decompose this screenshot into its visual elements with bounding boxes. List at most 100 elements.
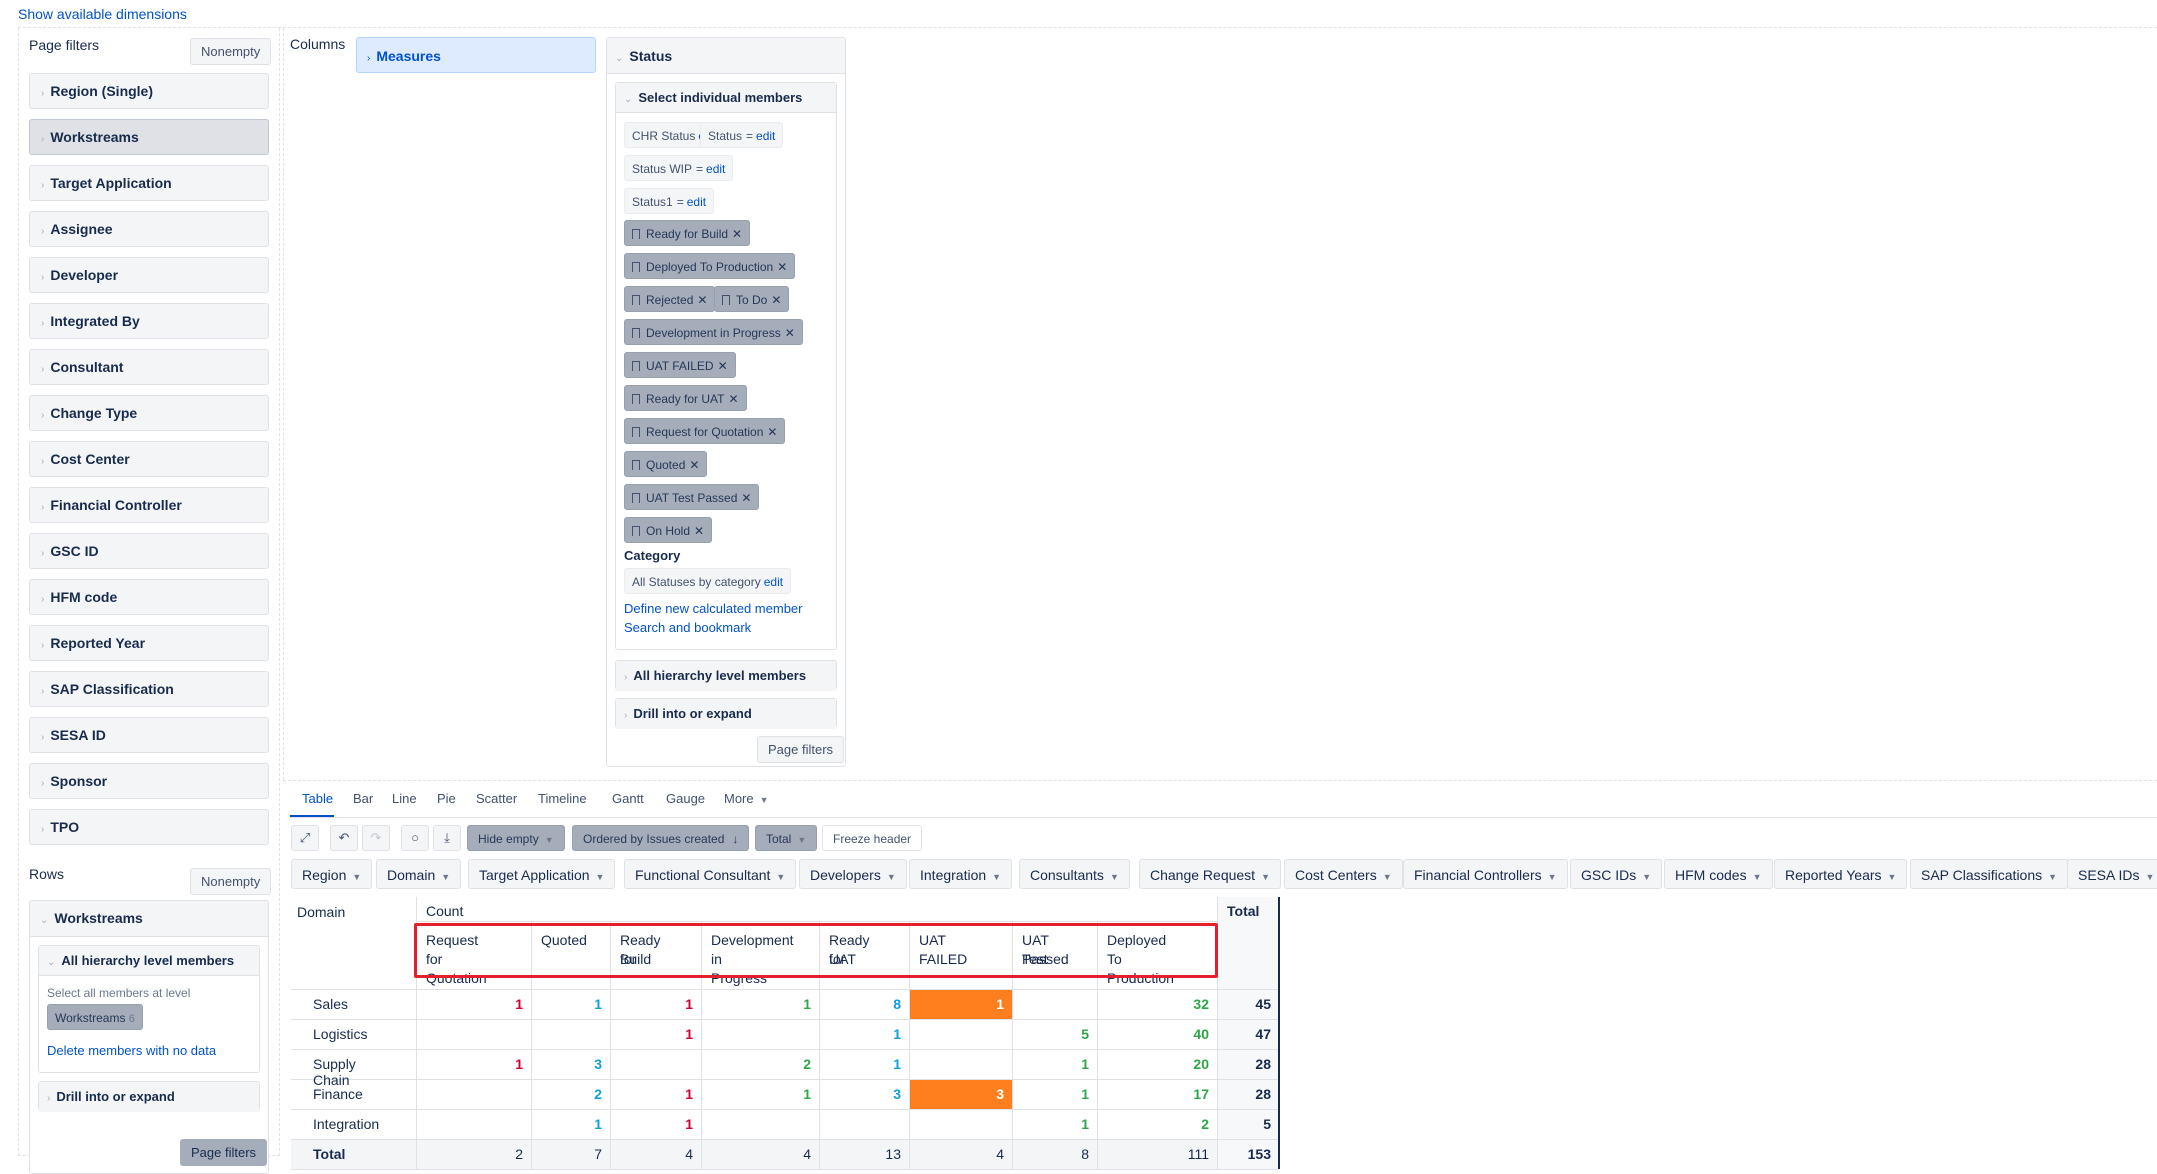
- close-icon[interactable]: ✕: [777, 260, 788, 274]
- page-filter-item[interactable]: › Integrated By: [29, 303, 269, 339]
- close-icon[interactable]: ✕: [771, 293, 782, 307]
- status-member-tag[interactable]: UAT Test Passed ✕: [624, 484, 760, 510]
- column-header-line2[interactable]: Build: [620, 951, 652, 967]
- table-cell-value[interactable]: 2: [1201, 1116, 1209, 1132]
- table-cell-value[interactable]: 20: [1193, 1056, 1209, 1072]
- define-calculated-member-link[interactable]: Define new calculated member: [624, 601, 803, 616]
- calculated-member-tag[interactable]: CHR Statusedit: [624, 122, 726, 148]
- status-member-tag[interactable]: UAT FAILED ✕: [624, 352, 736, 378]
- table-cell-value[interactable]: 1: [996, 996, 1004, 1012]
- table-cell-value[interactable]: 17: [1193, 1086, 1209, 1102]
- status-header[interactable]: ⌄ Status: [607, 38, 845, 74]
- measures-dimension[interactable]: › Measures: [356, 37, 596, 73]
- status-hierarchy-box[interactable]: › All hierarchy level members: [615, 660, 837, 691]
- column-header-line2[interactable]: UAT: [829, 951, 856, 967]
- dimension-dropdown[interactable]: SESA IDs ▼: [2067, 859, 2157, 889]
- level-tag[interactable]: Workstreams 6: [47, 1004, 143, 1030]
- table-cell-value[interactable]: 2: [803, 1056, 811, 1072]
- page-filter-item[interactable]: › Financial Controller: [29, 487, 269, 523]
- table-cell-value[interactable]: 1: [1081, 1116, 1089, 1132]
- row-label[interactable]: Integration: [313, 1116, 380, 1132]
- show-dimensions-link[interactable]: Show available dimensions: [18, 6, 187, 22]
- close-icon[interactable]: ✕: [767, 425, 778, 439]
- dimension-dropdown[interactable]: Region ▼: [291, 859, 373, 889]
- page-filter-item[interactable]: › Cost Center: [29, 441, 269, 477]
- table-cell-value[interactable]: 1: [594, 996, 602, 1012]
- table-cell-value[interactable]: 1: [1081, 1056, 1089, 1072]
- dimension-dropdown[interactable]: Financial Controllers ▼: [1403, 859, 1568, 889]
- dimension-dropdown[interactable]: Domain ▼: [376, 859, 462, 889]
- status-member-tag[interactable]: Request for Quotation ✕: [624, 418, 786, 444]
- page-filter-item[interactable]: › Reported Year: [29, 625, 269, 661]
- page-filter-item[interactable]: › GSC ID: [29, 533, 269, 569]
- table-cell-value[interactable]: 3: [893, 1086, 901, 1102]
- hide-empty-button[interactable]: Hide empty ▼: [467, 825, 565, 851]
- table-cell-value[interactable]: 1: [803, 996, 811, 1012]
- status-member-tag[interactable]: Ready for UAT ✕: [624, 385, 747, 411]
- edit-link[interactable]: edit: [686, 195, 707, 209]
- select-members-header[interactable]: ⌄ Select individual members: [616, 83, 836, 113]
- export-icon[interactable]: ⤓: [433, 825, 461, 851]
- dimension-dropdown[interactable]: SAP Classifications ▼: [1910, 859, 2069, 889]
- page-filter-item[interactable]: › TPO: [29, 809, 269, 845]
- table-cell-value[interactable]: 1: [1081, 1086, 1089, 1102]
- table-cell-value[interactable]: 32: [1193, 996, 1209, 1012]
- row-label[interactable]: Supply Chain: [313, 1056, 356, 1088]
- page-filter-item[interactable]: › Sponsor: [29, 763, 269, 799]
- calculated-member-tag[interactable]: Status1 = edit: [624, 188, 715, 214]
- chart-tab[interactable]: Scatter: [476, 791, 517, 806]
- dimension-dropdown[interactable]: Functional Consultant ▼: [624, 859, 797, 889]
- table-cell-value[interactable]: 1: [803, 1086, 811, 1102]
- page-filter-item[interactable]: › Change Type: [29, 395, 269, 431]
- column-header[interactable]: Quoted: [541, 932, 587, 948]
- close-icon[interactable]: ✕: [694, 524, 705, 538]
- table-cell-value[interactable]: 1: [685, 996, 693, 1012]
- column-header[interactable]: Request: [426, 932, 479, 948]
- close-icon[interactable]: ✕: [717, 359, 728, 373]
- page-filters-nonempty-button[interactable]: Nonempty: [190, 38, 272, 65]
- delete-members-link[interactable]: Delete members with no data: [47, 1043, 217, 1058]
- order-by-button[interactable]: Ordered by Issues created ↓: [572, 825, 750, 851]
- table-cell-value[interactable]: 1: [685, 1026, 693, 1042]
- chart-tab[interactable]: Gantt: [612, 791, 644, 806]
- row-label[interactable]: Finance: [313, 1086, 363, 1102]
- column-header-line2[interactable]: for Quotation: [426, 951, 487, 986]
- page-filter-item[interactable]: › Consultant: [29, 349, 269, 385]
- close-icon[interactable]: ✕: [732, 227, 743, 241]
- dimension-dropdown[interactable]: Developers ▼: [799, 859, 907, 889]
- row-label[interactable]: Logistics: [313, 1026, 368, 1042]
- dimension-dropdown[interactable]: HFM codes ▼: [1664, 859, 1773, 889]
- column-header[interactable]: Deployed: [1107, 932, 1167, 948]
- close-icon[interactable]: ✕: [728, 392, 739, 406]
- status-member-tag[interactable]: On Hold ✕: [624, 517, 713, 543]
- page-filter-item[interactable]: › Workstreams: [29, 119, 269, 155]
- calculated-member-tag[interactable]: Status WIP = edit: [624, 155, 734, 181]
- status-member-tag[interactable]: Rejected ✕: [624, 286, 716, 312]
- fullscreen-icon[interactable]: ⤢: [291, 825, 319, 851]
- rows-page-filters-button[interactable]: Page filters: [180, 1139, 268, 1166]
- edit-link[interactable]: edit: [756, 129, 776, 143]
- freeze-header-button[interactable]: Freeze header: [822, 825, 923, 851]
- comment-icon[interactable]: ○: [401, 825, 429, 851]
- status-drill-box[interactable]: › Drill into or expand: [615, 698, 837, 729]
- status-member-tag[interactable]: To Do ✕: [714, 286, 790, 312]
- column-header[interactable]: UAT FAILED: [919, 932, 968, 967]
- column-header[interactable]: Development: [711, 932, 794, 948]
- column-header[interactable]: Ready for: [620, 932, 661, 967]
- dimension-dropdown[interactable]: Consultants ▼: [1019, 859, 1130, 889]
- edit-link[interactable]: edit: [706, 162, 726, 176]
- table-cell-value[interactable]: 3: [594, 1056, 602, 1072]
- search-bookmark-link[interactable]: Search and bookmark: [624, 620, 752, 635]
- table-cell-value[interactable]: 8: [893, 996, 901, 1012]
- page-filter-item[interactable]: › Target Application: [29, 165, 269, 201]
- dimension-dropdown[interactable]: Target Application ▼: [468, 859, 616, 889]
- chart-tab[interactable]: Pie: [437, 791, 456, 806]
- undo-icon[interactable]: ↶: [330, 825, 358, 851]
- table-cell-value[interactable]: 1: [893, 1056, 901, 1072]
- status-member-tag[interactable]: Quoted ✕: [624, 451, 708, 477]
- column-header-line2[interactable]: in Progress: [711, 951, 768, 986]
- status-member-tag[interactable]: Deployed To Production ✕: [624, 253, 796, 279]
- page-filter-item[interactable]: › HFM code: [29, 579, 269, 615]
- dimension-dropdown[interactable]: Cost Centers ▼: [1284, 859, 1403, 889]
- redo-icon[interactable]: ↷: [362, 825, 390, 851]
